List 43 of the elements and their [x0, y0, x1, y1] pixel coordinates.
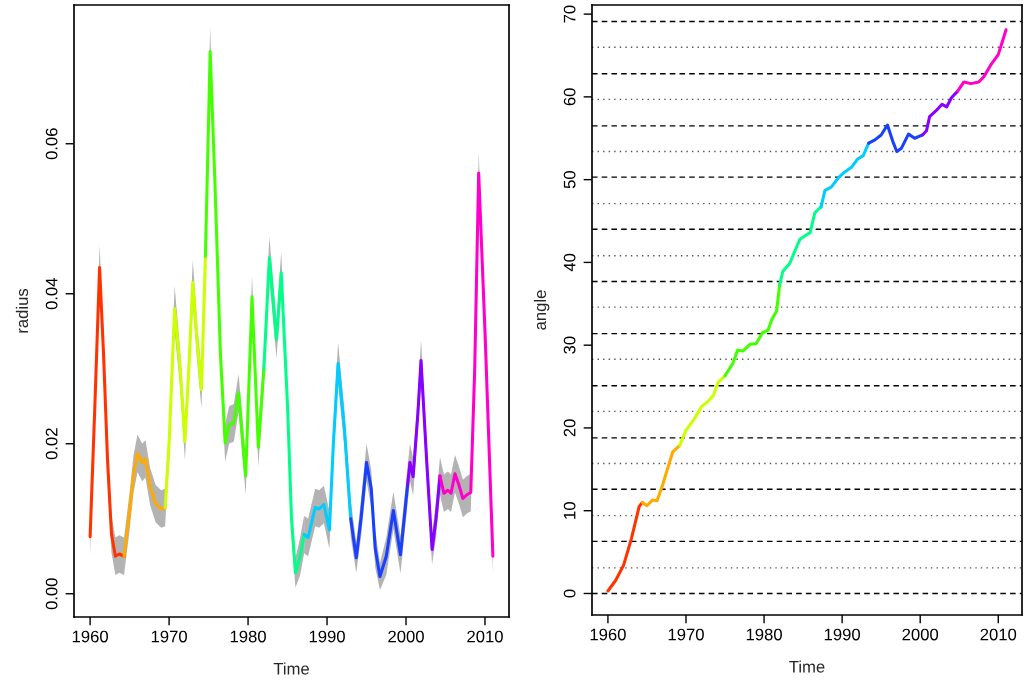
y-tick-label: 0	[563, 589, 576, 598]
line-series	[88, 265, 126, 558]
x-tick-label: 2000	[388, 630, 424, 643]
y-axis-title: radius	[15, 288, 29, 333]
line-series	[606, 500, 644, 593]
x-tick-label: 1990	[824, 628, 861, 641]
y-tick-label: 50	[563, 171, 576, 189]
y-tick-label: 0.02	[45, 428, 58, 460]
y-tick-label: 40	[563, 253, 576, 272]
y-tick-label: 30	[563, 336, 576, 354]
x-tick-label: 1970	[668, 628, 704, 641]
y-tick-label: 20	[563, 419, 576, 437]
y-tick-label: 60	[563, 88, 576, 106]
x-tick-label: 1960	[590, 628, 626, 641]
x-tick-label: 1980	[230, 630, 266, 643]
line-series	[302, 361, 353, 540]
x-tick-label: 2010	[980, 628, 1017, 641]
y-tick-label: 0.04	[45, 278, 58, 310]
line-series	[921, 89, 960, 137]
line-series	[778, 205, 823, 287]
y-tick-label: 0.06	[45, 128, 58, 160]
y-axis-title: angle	[533, 290, 550, 330]
line-series	[867, 123, 925, 154]
line-series	[640, 443, 682, 508]
y-tick-label: 70	[563, 5, 576, 23]
y-tick-label: 0.00	[45, 578, 58, 610]
line-series	[349, 460, 410, 579]
x-tick-label: 2000	[902, 628, 939, 641]
line-series	[406, 358, 442, 552]
x-tick-label: 1980	[746, 628, 782, 641]
line-series	[678, 374, 727, 447]
x-tick-label: 1970	[151, 630, 187, 643]
line-series	[819, 141, 871, 209]
x-axis-title: Time	[789, 660, 825, 673]
x-tick-label: 1990	[309, 630, 345, 643]
line-series	[723, 283, 782, 378]
line-series	[956, 28, 1008, 93]
x-tick-label: 1960	[72, 630, 108, 643]
line-series	[122, 451, 167, 558]
y-tick-label: 10	[563, 502, 576, 519]
line-series	[163, 254, 207, 510]
x-tick-label: 2010	[467, 630, 503, 643]
x-axis-title: Time	[273, 662, 309, 675]
